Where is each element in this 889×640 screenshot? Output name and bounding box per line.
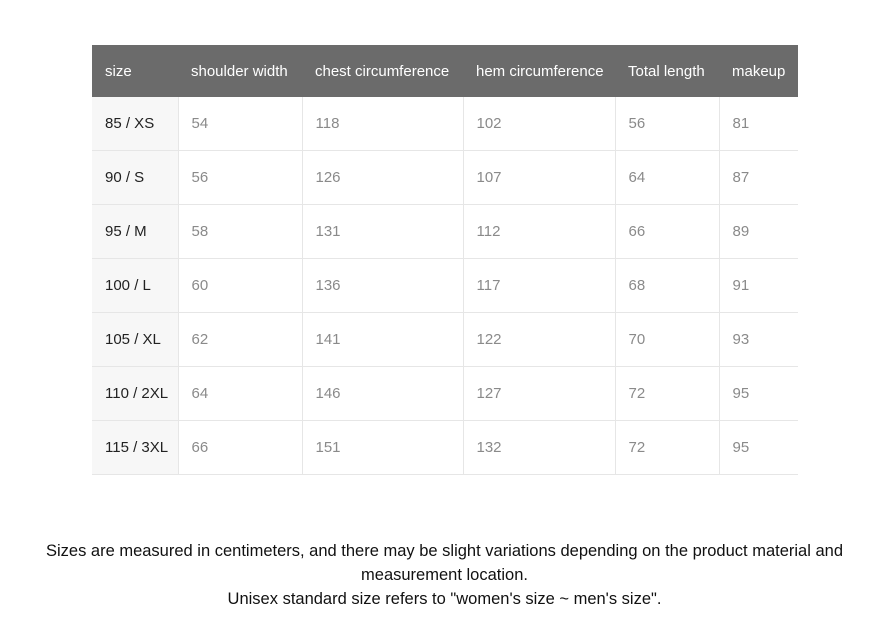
measure-cell: 146: [301, 366, 463, 421]
table-header: size shoulder width chest circumference hem…: [92, 45, 798, 97]
measure-cell: 141: [301, 312, 463, 367]
header-cell: shoulder width: [178, 45, 302, 97]
header-cell: chest circumference: [302, 45, 463, 97]
measure-cell: 122: [462, 312, 615, 367]
notes: Sizes are measured in centimeters, and t…: [20, 539, 869, 611]
measure-cell: 126: [301, 150, 463, 205]
size-cell: 100 / L: [92, 258, 178, 313]
table-row: 105 / XL 62 141 122 70 93: [92, 312, 798, 367]
measure-cell: 95: [718, 420, 798, 475]
table-row: 110 / 2XL 64 146 127 72 95: [92, 366, 798, 421]
measure-cell: 58: [177, 204, 302, 259]
measure-cell: 62: [177, 312, 302, 367]
measure-cell: 131: [301, 204, 463, 259]
size-table: size shoulder width chest circumference hem…: [92, 45, 798, 475]
measure-cell: 72: [614, 366, 719, 421]
table-row: 100 / L 60 136 117 68 91: [92, 258, 798, 313]
note: Sizes are measured in centimeters, and t…: [45, 542, 844, 584]
size-cell: 90 / S: [92, 150, 178, 205]
table-row: 115 / 3XL 66 151 132 72 95: [92, 420, 798, 475]
measure-cell: 118: [301, 97, 463, 151]
size-cell: 110 / 2XL: [92, 366, 178, 421]
measure-cell: 91: [718, 258, 798, 313]
measure-cell: 81: [718, 97, 798, 151]
measure-cell: 127: [462, 366, 615, 421]
measure-cell: 54: [177, 97, 302, 151]
note: Unisex standard size refers to "women's …: [227, 590, 662, 608]
header-row: size shoulder width chest circumference hem…: [92, 45, 798, 97]
measure-cell: 56: [614, 97, 719, 151]
header-cell: makeup: [719, 45, 798, 97]
measure-cell: 102: [462, 97, 615, 151]
measure-cell: 136: [301, 258, 463, 313]
measure-cell: 89: [718, 204, 798, 259]
size-cell: 105 / XL: [92, 312, 178, 367]
measure-cell: 68: [614, 258, 719, 313]
measure-cell: 87: [718, 150, 798, 205]
measure-cell: 93: [718, 312, 798, 367]
header-cell: Total length: [615, 45, 719, 97]
size-cell: 85 / XS: [92, 97, 178, 151]
measure-cell: 56: [177, 150, 302, 205]
header-cell: size: [92, 45, 178, 97]
size-cell: 115 / 3XL: [92, 420, 178, 475]
table-row: 95 / M 58 131 112 66 89: [92, 204, 798, 259]
measure-cell: 95: [718, 366, 798, 421]
measure-cell: 72: [614, 420, 719, 475]
measure-cell: 70: [614, 312, 719, 367]
measure-cell: 132: [462, 420, 615, 475]
table-row: 85 / XS 54 118 102 56 81: [92, 97, 798, 151]
measure-cell: 64: [614, 150, 719, 205]
measure-cell: 112: [462, 204, 615, 259]
measure-cell: 64: [177, 366, 302, 421]
measure-cell: 107: [462, 150, 615, 205]
measure-cell: 117: [462, 258, 615, 313]
size-cell: 95 / M: [92, 204, 178, 259]
header-cell: hem circumference: [463, 45, 615, 97]
measure-cell: 66: [177, 420, 302, 475]
measure-cell: 151: [301, 420, 463, 475]
measure-cell: 60: [177, 258, 302, 313]
measure-cell: 66: [614, 204, 719, 259]
table-body: 85 / XS 54 118 102 56 81 90 / S 56 126 107 64 87 95 …: [92, 97, 798, 475]
table-row: 90 / S 56 126 107 64 87: [92, 150, 798, 205]
